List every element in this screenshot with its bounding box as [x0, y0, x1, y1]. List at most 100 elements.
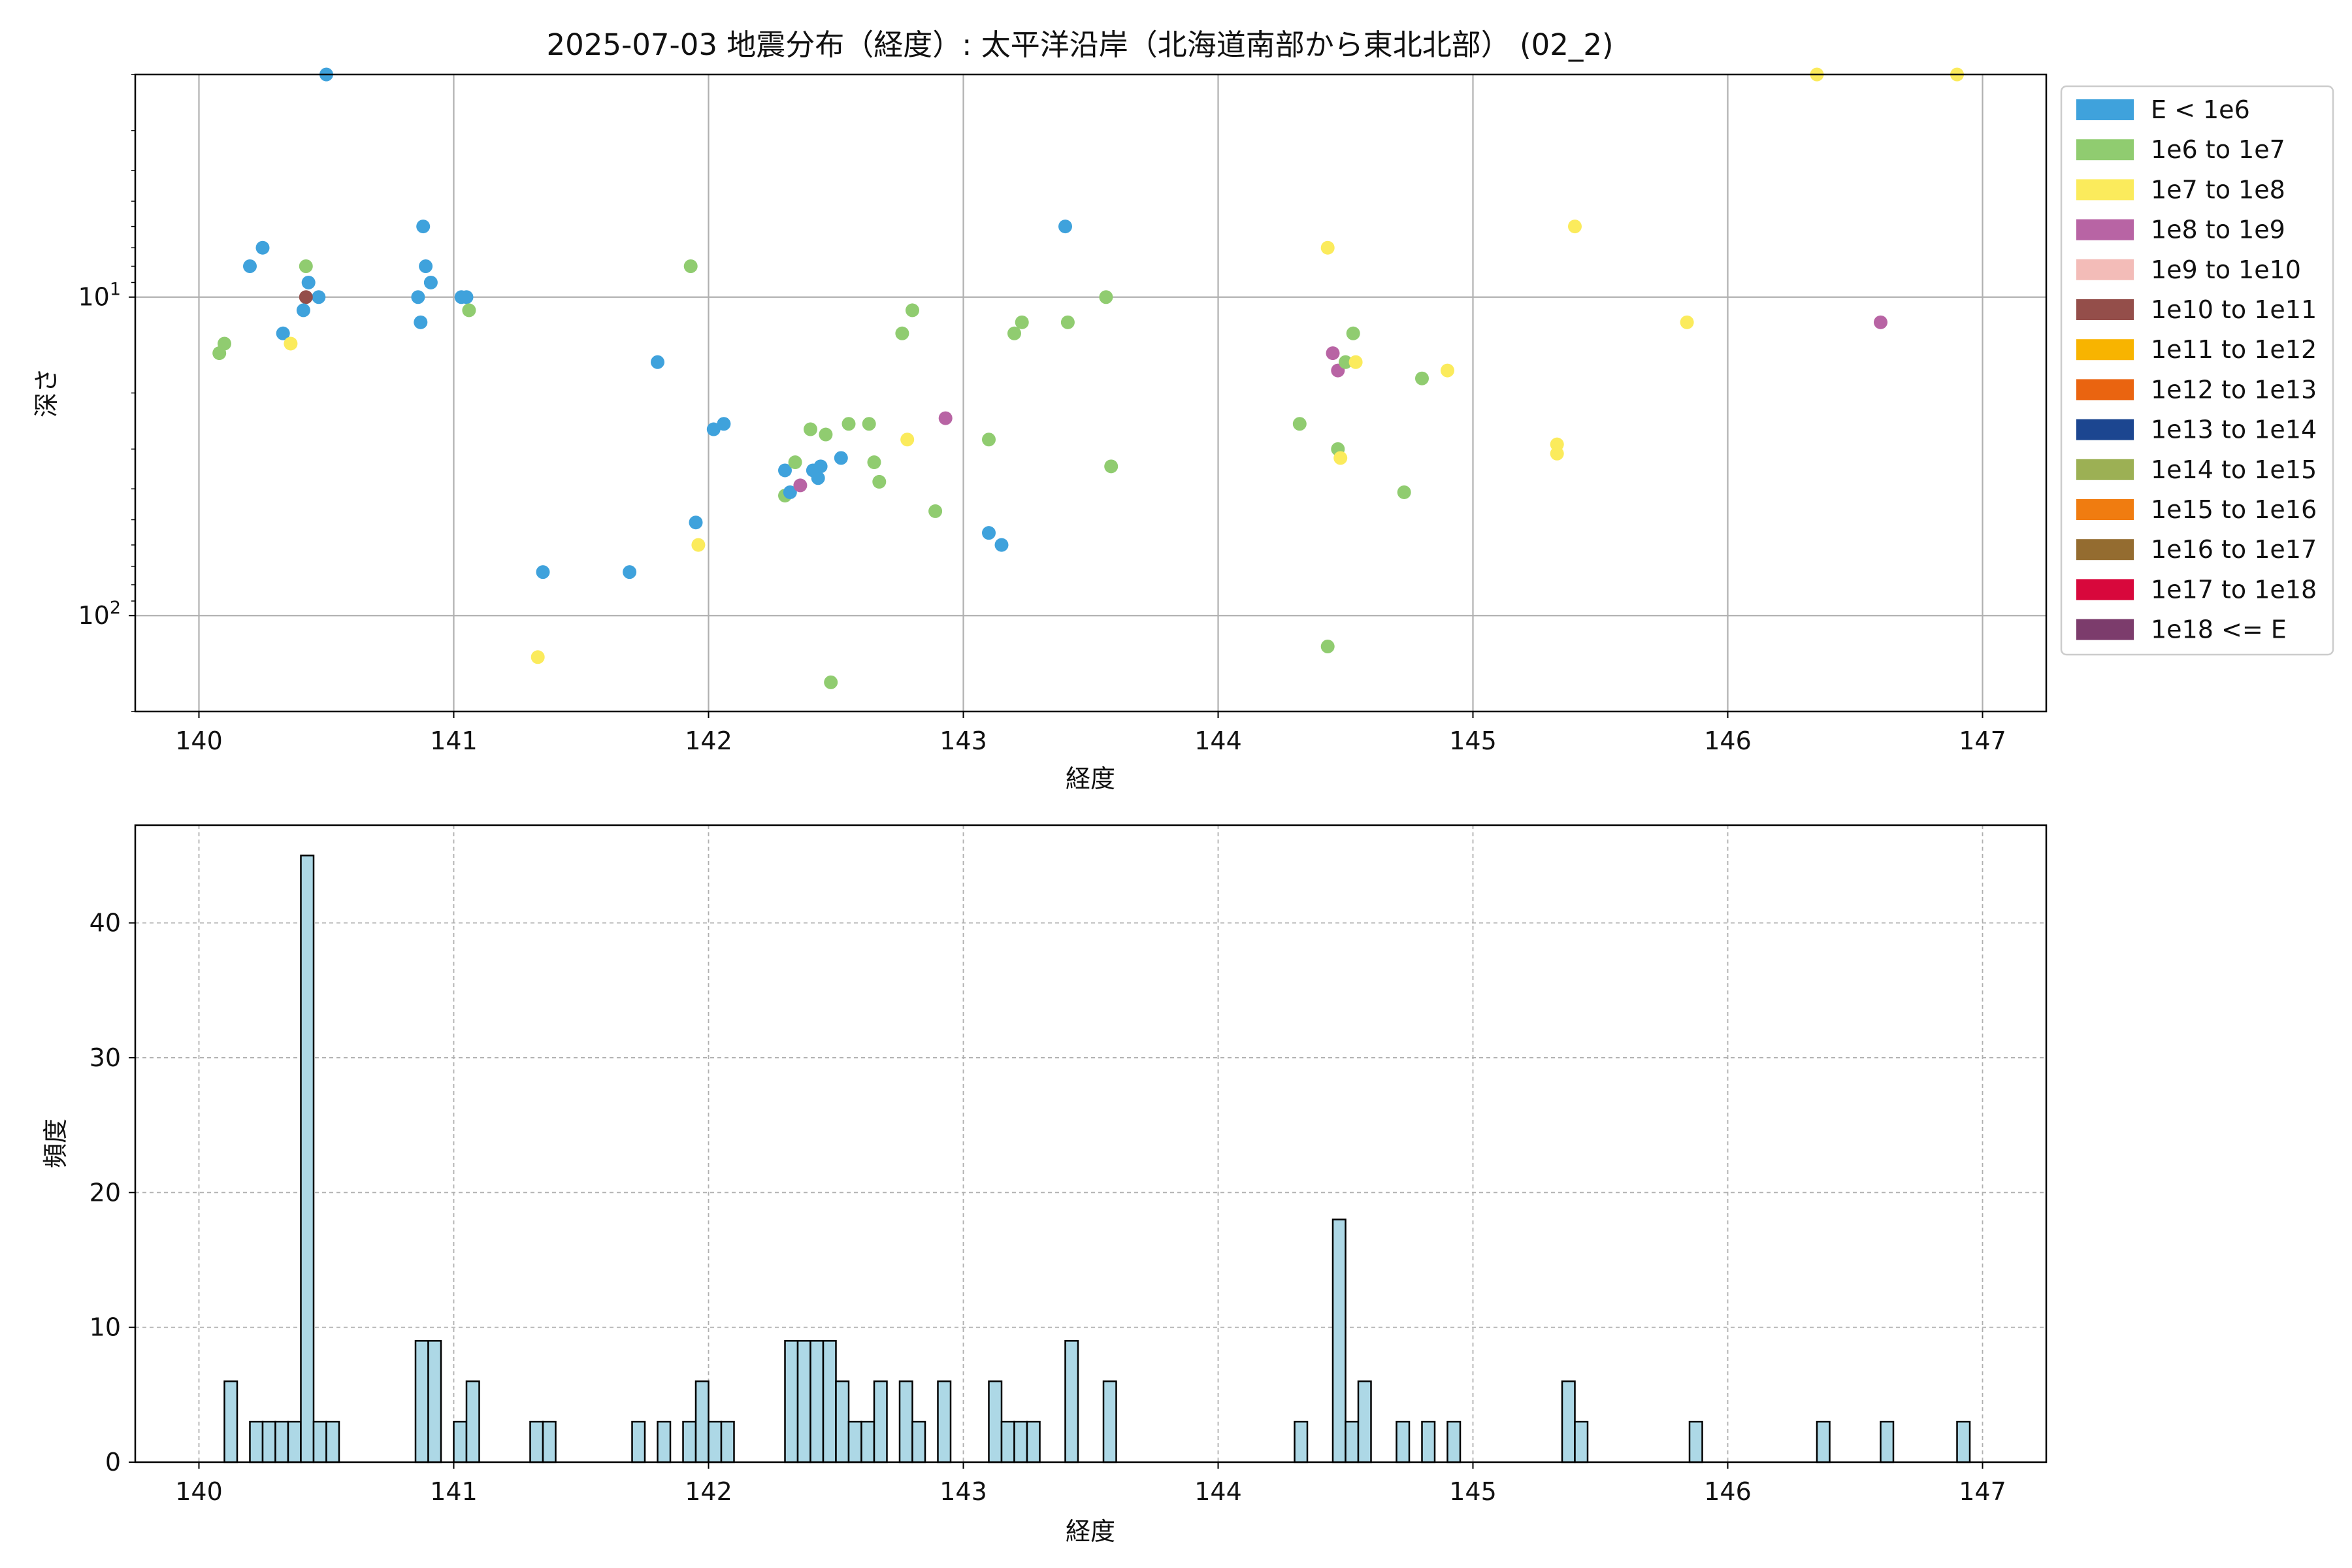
scatter-point	[1415, 371, 1429, 385]
histogram-bar	[822, 1340, 837, 1463]
scatter-point	[284, 336, 298, 351]
legend-swatch	[2076, 339, 2134, 361]
histogram-bar	[325, 1420, 340, 1463]
legend: E < 1e6 1e6 to 1e7 1e7 to 1e8 1e8 to 1e9 1e9…	[2060, 85, 2334, 656]
histogram-bar	[657, 1420, 672, 1463]
scatter-point	[1007, 326, 1021, 340]
histogram-bar	[911, 1420, 926, 1463]
legend-label: 1e7 to 1e8	[2151, 175, 2285, 204]
histogram-y-tick-label: 30	[90, 1043, 121, 1072]
legend-frame	[2060, 85, 2334, 656]
histogram-bar	[223, 1380, 238, 1463]
histogram-x-tick-label: 141	[430, 1477, 478, 1506]
histogram-bar	[835, 1380, 850, 1463]
histogram-x-tick-label: 142	[685, 1477, 732, 1506]
histogram-bar	[453, 1420, 468, 1463]
legend-swatch	[2076, 539, 2134, 561]
scatter-point	[1550, 446, 1564, 461]
histogram-bar	[300, 855, 315, 1463]
scatter-point	[276, 326, 290, 340]
histogram-bar	[1956, 1420, 1971, 1463]
scatter-point	[895, 326, 909, 340]
scatter-point	[1348, 355, 1363, 369]
scatter-point	[1441, 363, 1454, 378]
histogram-bars	[223, 855, 1971, 1463]
scatter-y-axis-label: 深さ	[32, 368, 61, 417]
scatter-x-tick-label: 140	[175, 727, 223, 755]
histogram-bar	[1561, 1380, 1576, 1463]
histogram-bar	[1102, 1380, 1117, 1463]
histogram-x-tick-label: 144	[1194, 1477, 1242, 1506]
histogram-bar	[1880, 1420, 1895, 1463]
legend-label: 1e17 to 1e18	[2151, 575, 2317, 604]
legend-swatch	[2076, 99, 2134, 120]
scatter-point	[783, 485, 797, 499]
scatter-point	[900, 433, 915, 447]
histogram-bar	[988, 1380, 1003, 1463]
histogram-bar	[1357, 1380, 1372, 1463]
legend-swatch	[2076, 579, 2134, 600]
scatter-point	[1058, 220, 1072, 234]
scatter-point	[1397, 485, 1411, 499]
scatter-point	[811, 471, 825, 485]
legend-label: 1e16 to 1e17	[2151, 535, 2317, 564]
histogram-x-tick-label: 143	[939, 1477, 987, 1506]
scatter-point	[296, 303, 310, 318]
histogram-bar	[1421, 1420, 1436, 1463]
scatter-point	[872, 474, 887, 489]
scatter-point	[419, 259, 433, 274]
legend-swatch	[2076, 459, 2134, 480]
scatter-point	[243, 259, 257, 274]
scatter-point	[1104, 459, 1119, 474]
histogram-bar	[694, 1380, 710, 1463]
histogram-bar	[937, 1380, 952, 1463]
histogram-bar	[249, 1420, 264, 1463]
scatter-x-tick-label: 142	[685, 727, 732, 755]
scatter-point	[717, 417, 731, 431]
histogram-y-axis: 0 10 20 30 40	[90, 909, 135, 1477]
scatter-point	[994, 538, 1009, 552]
histogram-bar	[682, 1420, 697, 1463]
histogram-bar	[1000, 1420, 1015, 1463]
histogram-bar	[414, 1340, 429, 1463]
legend-label: 1e8 to 1e9	[2151, 216, 2285, 244]
histogram-x-tick-label: 145	[1449, 1477, 1497, 1506]
histogram-bar	[1345, 1420, 1360, 1463]
histogram-bar	[1026, 1420, 1041, 1463]
scatter-x-tick-label: 147	[1959, 727, 2006, 755]
legend-label: 1e11 to 1e12	[2151, 335, 2317, 364]
scatter-point	[1292, 417, 1307, 431]
histogram-bar	[873, 1380, 888, 1463]
scatter-point	[928, 504, 943, 518]
legend-swatch	[2076, 179, 2134, 201]
scatter-point	[1060, 315, 1075, 329]
scatter-point	[906, 303, 919, 318]
histogram-bar	[720, 1420, 735, 1463]
scatter-point	[1099, 290, 1113, 304]
histogram-bar	[784, 1340, 799, 1463]
scatter-panel: 140 141 142 143 144 145 146 147 101 102 経度 深さ E …	[32, 67, 2334, 793]
scatter-point	[299, 259, 313, 274]
scatter-point	[862, 417, 876, 431]
scatter-x-tick-label: 146	[1704, 727, 1752, 755]
scatter-x-tick-label: 143	[939, 727, 987, 755]
legend-swatch	[2076, 379, 2134, 400]
scatter-y-axis: 101 102	[78, 74, 135, 712]
scatter-point	[689, 515, 703, 530]
scatter-point	[788, 455, 802, 470]
histogram-bar	[1816, 1420, 1831, 1463]
scatter-point	[299, 290, 313, 304]
histogram-y-tick-label: 20	[90, 1178, 121, 1207]
histogram-bar	[847, 1420, 862, 1463]
scatter-point	[1339, 355, 1352, 369]
scatter-y-tick-label: 101	[78, 280, 121, 312]
figure-title: 2025-07-03 地震分布（経度）: 太平洋沿岸（北海道南部から東北北部） …	[546, 27, 1613, 62]
scatter-point	[218, 336, 231, 351]
legend-label: 1e12 to 1e13	[2151, 375, 2317, 404]
scatter-point	[841, 417, 856, 431]
scatter-x-tick-label: 141	[430, 727, 478, 755]
histogram-bar	[261, 1420, 276, 1463]
legend-label: E < 1e6	[2151, 95, 2250, 124]
scatter-point	[623, 565, 637, 580]
